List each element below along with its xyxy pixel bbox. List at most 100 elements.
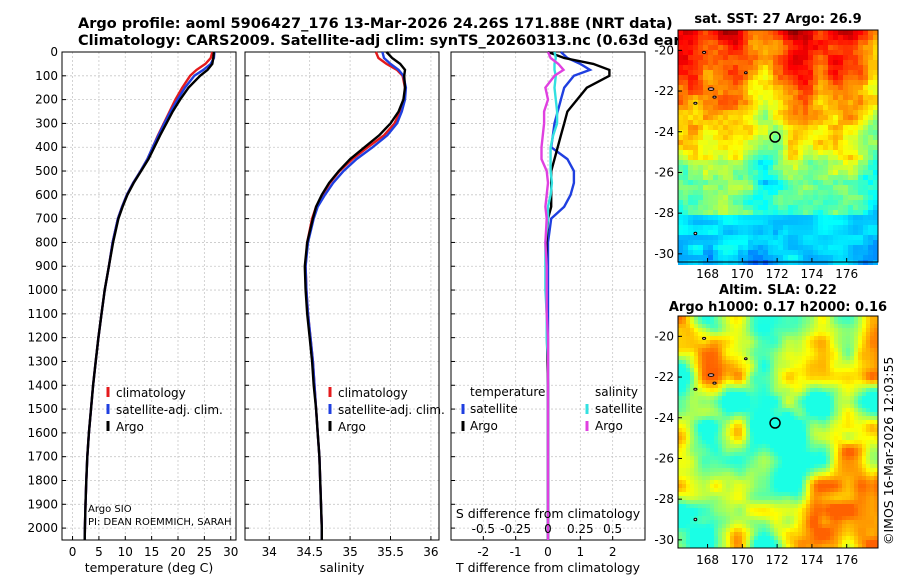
- heatmap-cell: [798, 180, 803, 185]
- heatmap-cell: [678, 200, 683, 205]
- heatmap-cell: [846, 364, 850, 368]
- heatmap-cell: [838, 115, 843, 120]
- heatmap-cell: [838, 332, 842, 336]
- heatmap-cell: [790, 360, 794, 364]
- heatmap-cell: [708, 110, 713, 115]
- heatmap-cell: [766, 488, 770, 492]
- heatmap-cell: [742, 476, 746, 480]
- heatmap-cell: [774, 344, 778, 348]
- heatmap-cell: [866, 480, 870, 484]
- heatmap-cell: [710, 340, 714, 344]
- heatmap-cell: [854, 420, 858, 424]
- heatmap-cell: [754, 412, 758, 416]
- heatmap-cell: [734, 392, 738, 396]
- heatmap-cell: [698, 110, 703, 115]
- heatmap-cell: [768, 65, 773, 70]
- heatmap-cell: [693, 190, 698, 195]
- heatmap-cell: [726, 340, 730, 344]
- heatmap-cell: [718, 45, 723, 50]
- heatmap-cell: [870, 332, 874, 336]
- heatmap-cell: [793, 45, 798, 50]
- heatmap-cell: [723, 105, 728, 110]
- heatmap-cell: [806, 520, 810, 524]
- heatmap-cell: [826, 348, 830, 352]
- heatmap-cell: [693, 135, 698, 140]
- heatmap-cell: [693, 150, 698, 155]
- heatmap-cell: [746, 360, 750, 364]
- heatmap-cell: [768, 235, 773, 240]
- heatmap-cell: [854, 364, 858, 368]
- heatmap-cell: [710, 348, 714, 352]
- heatmap-cell: [738, 348, 742, 352]
- heatmap-cell: [750, 340, 754, 344]
- heatmap-cell: [690, 536, 694, 540]
- heatmap-cell: [688, 115, 693, 120]
- heatmap-cell: [783, 245, 788, 250]
- heatmap-cell: [733, 55, 738, 60]
- heatmap-cell: [690, 540, 694, 544]
- heatmap-cell: [766, 524, 770, 528]
- heatmap-cell: [783, 210, 788, 215]
- heatmap-cell: [798, 508, 802, 512]
- heatmap-cell: [810, 376, 814, 380]
- heatmap-cell: [766, 492, 770, 496]
- heatmap-cell: [863, 250, 868, 255]
- heatmap-cell: [734, 320, 738, 324]
- heatmap-cell: [714, 480, 718, 484]
- heatmap-cell: [734, 448, 738, 452]
- heatmap-cell: [708, 135, 713, 140]
- heatmap-cell: [870, 516, 874, 520]
- heatmap-cell: [762, 316, 766, 320]
- heatmap-cell: [768, 195, 773, 200]
- heatmap-cell: [768, 145, 773, 150]
- heatmap-cell: [728, 250, 733, 255]
- heatmap-cell: [758, 472, 762, 476]
- heatmap-cell: [762, 372, 766, 376]
- heatmap-cell: [762, 388, 766, 392]
- heatmap-cell: [694, 540, 698, 544]
- heatmap-cell: [813, 95, 818, 100]
- heatmap-cell: [862, 320, 866, 324]
- heatmap-cell: [838, 255, 843, 260]
- heatmap-cell: [762, 460, 766, 464]
- heatmap-cell: [734, 348, 738, 352]
- heatmap-cell: [702, 520, 706, 524]
- heatmap-cell: [854, 344, 858, 348]
- heatmap-cell: [858, 396, 862, 400]
- heatmap-cell: [718, 508, 722, 512]
- heatmap-cell: [710, 416, 714, 420]
- heatmap-cell: [782, 336, 786, 340]
- heatmap-cell: [758, 356, 762, 360]
- heatmap-cell: [863, 150, 868, 155]
- heatmap-cell: [708, 255, 713, 260]
- heatmap-cell: [754, 524, 758, 528]
- heatmap-cell: [722, 348, 726, 352]
- heatmap-cell: [698, 40, 703, 45]
- heatmap-cell: [823, 175, 828, 180]
- heatmap-cell: [682, 532, 686, 536]
- heatmap-cell: [738, 428, 742, 432]
- heatmap-cell: [682, 336, 686, 340]
- heatmap-cell: [838, 404, 842, 408]
- heatmap-cell: [774, 352, 778, 356]
- heatmap-cell: [770, 484, 774, 488]
- heatmap-cell: [730, 324, 734, 328]
- heatmap-cell: [718, 344, 722, 348]
- heatmap-cell: [873, 220, 878, 225]
- heatmap-cell: [854, 516, 858, 520]
- heatmap-cell: [714, 372, 718, 376]
- heatmap-cell: [746, 352, 750, 356]
- heatmap-cell: [778, 476, 782, 480]
- series-line-2: [303, 51, 407, 540]
- heatmap-cell: [703, 130, 708, 135]
- heatmap-cell: [846, 360, 850, 364]
- heatmap-cell: [742, 492, 746, 496]
- heatmap-cell: [833, 120, 838, 125]
- heatmap-cell: [723, 240, 728, 245]
- heatmap-cell: [750, 344, 754, 348]
- heatmap-cell: [783, 30, 788, 35]
- heatmap-cell: [828, 50, 833, 55]
- heatmap-cell: [742, 432, 746, 436]
- heatmap-cell: [698, 225, 703, 230]
- heatmap-cell: [818, 368, 822, 372]
